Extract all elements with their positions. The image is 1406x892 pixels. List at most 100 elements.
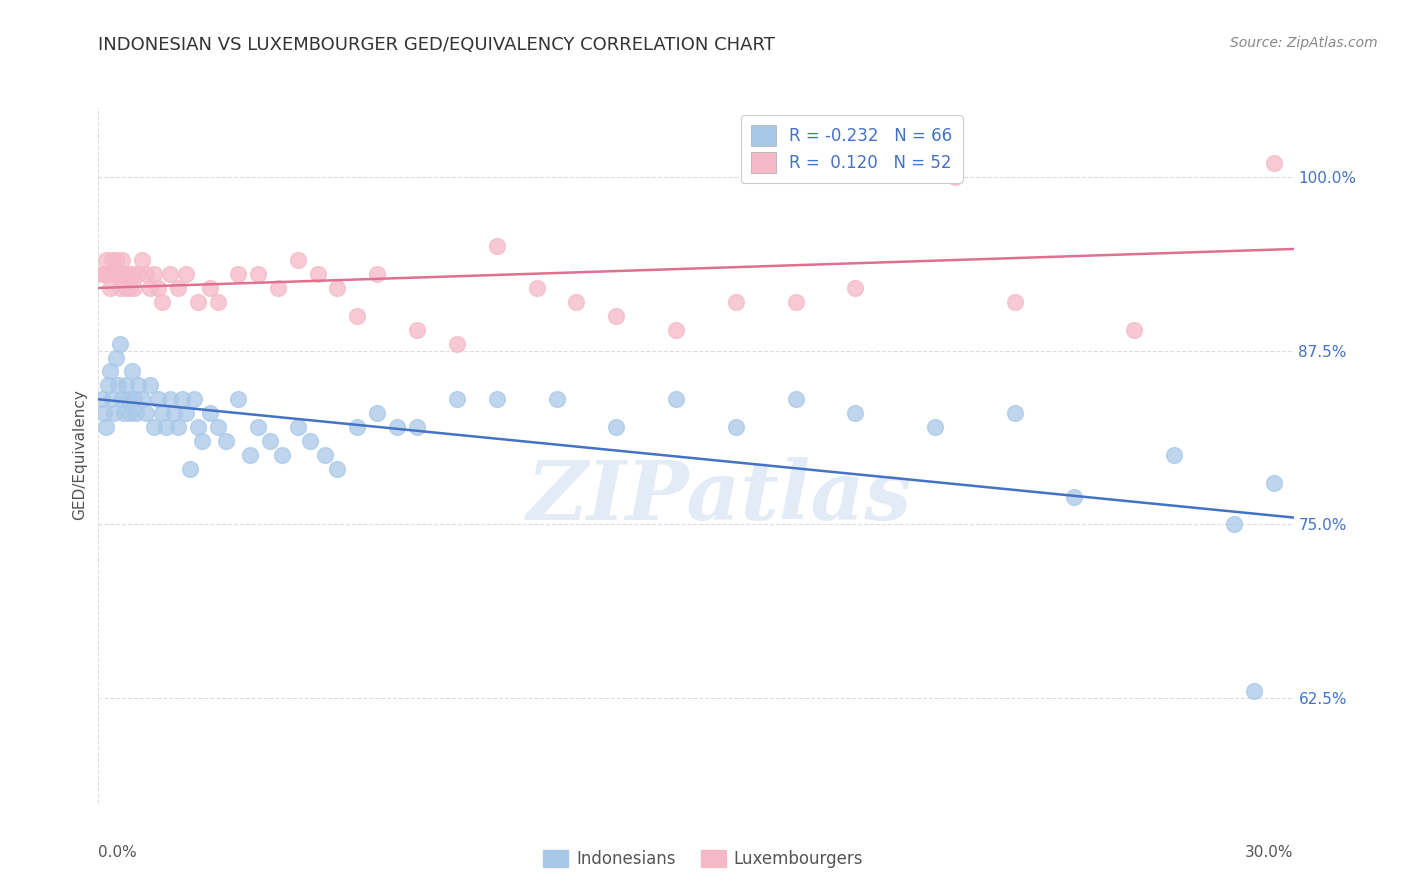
Point	[1243, 684, 1265, 698]
Y-axis label: GED/Equivalency: GED/Equivalency	[72, 390, 87, 520]
Point	[844, 406, 866, 420]
Point	[115, 281, 138, 295]
Point	[155, 420, 177, 434]
Point	[98, 281, 122, 295]
Point	[215, 434, 238, 448]
Point	[485, 392, 508, 407]
Point	[112, 267, 135, 281]
Point	[110, 336, 132, 351]
Point	[139, 281, 162, 295]
Point	[259, 434, 281, 448]
Point	[115, 378, 138, 392]
Point	[246, 420, 269, 434]
Point	[605, 309, 627, 323]
Point	[143, 267, 166, 281]
Point	[346, 309, 368, 323]
Point	[150, 294, 173, 309]
Point	[110, 281, 132, 295]
Point	[924, 420, 946, 434]
Point	[724, 294, 747, 309]
Point	[1223, 517, 1246, 532]
Point	[270, 448, 292, 462]
Point	[111, 253, 134, 268]
Point	[785, 392, 807, 407]
Point	[183, 392, 205, 407]
Point	[98, 364, 122, 378]
Point	[605, 420, 627, 434]
Point	[1263, 155, 1285, 169]
Text: 0.0%: 0.0%	[98, 845, 138, 860]
Point	[111, 392, 134, 407]
Point	[287, 253, 309, 268]
Point	[150, 406, 173, 420]
Point	[844, 281, 866, 295]
Point	[724, 420, 747, 434]
Legend: R = -0.232   N = 66, R =  0.120   N = 52: R = -0.232 N = 66, R = 0.120 N = 52	[741, 115, 963, 183]
Point	[148, 281, 170, 295]
Point	[167, 281, 190, 295]
Point	[346, 420, 368, 434]
Point	[785, 294, 807, 309]
Point	[148, 392, 170, 407]
Point	[159, 392, 181, 407]
Point	[298, 434, 321, 448]
Point	[120, 406, 142, 420]
Point	[101, 253, 124, 268]
Point	[198, 406, 221, 420]
Point	[120, 281, 142, 295]
Point	[167, 420, 190, 434]
Point	[1263, 475, 1285, 490]
Point	[239, 448, 262, 462]
Point	[174, 267, 197, 281]
Point	[446, 392, 468, 407]
Point	[326, 281, 349, 295]
Point	[406, 323, 429, 337]
Point	[91, 392, 114, 407]
Point	[226, 392, 249, 407]
Point	[127, 378, 149, 392]
Point	[1163, 448, 1185, 462]
Point	[143, 420, 166, 434]
Point	[267, 281, 290, 295]
Point	[665, 323, 688, 337]
Point	[174, 406, 197, 420]
Point	[131, 253, 153, 268]
Point	[107, 267, 129, 281]
Point	[135, 406, 157, 420]
Point	[139, 378, 162, 392]
Text: ZIPatlas: ZIPatlas	[527, 457, 912, 537]
Point	[1004, 294, 1026, 309]
Text: INDONESIAN VS LUXEMBOURGER GED/EQUIVALENCY CORRELATION CHART: INDONESIAN VS LUXEMBOURGER GED/EQUIVALEN…	[98, 36, 775, 54]
Point	[112, 406, 135, 420]
Point	[385, 420, 409, 434]
Point	[366, 267, 388, 281]
Point	[91, 267, 114, 281]
Point	[1004, 406, 1026, 420]
Point	[103, 267, 125, 281]
Point	[96, 253, 118, 268]
Point	[406, 420, 429, 434]
Point	[1063, 490, 1085, 504]
Point	[121, 267, 143, 281]
Point	[124, 281, 146, 295]
Point	[943, 169, 966, 184]
Point	[101, 392, 124, 407]
Point	[179, 462, 201, 476]
Point	[135, 267, 157, 281]
Point	[124, 392, 146, 407]
Point	[93, 406, 115, 420]
Point	[121, 364, 143, 378]
Point	[226, 267, 249, 281]
Point	[172, 392, 194, 407]
Point	[366, 406, 388, 420]
Point	[97, 378, 120, 392]
Point	[125, 406, 148, 420]
Point	[93, 267, 115, 281]
Point	[107, 378, 129, 392]
Point	[246, 267, 269, 281]
Point	[287, 420, 309, 434]
Point	[127, 267, 149, 281]
Point	[307, 267, 329, 281]
Point	[191, 434, 214, 448]
Text: 30.0%: 30.0%	[1246, 845, 1294, 860]
